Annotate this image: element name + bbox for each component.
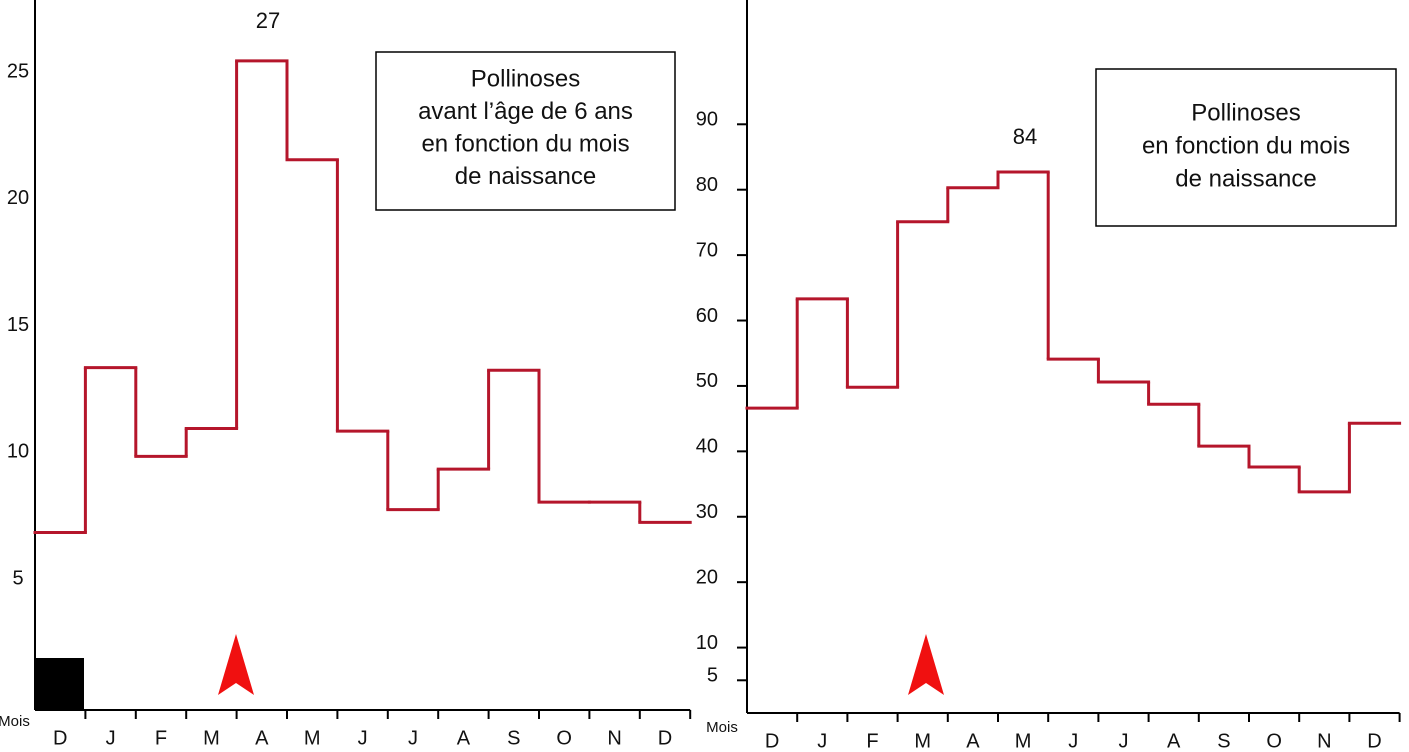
x-tick-label: O: [1266, 730, 1282, 752]
title-box: Pollinoses avant l’âge de 6 ans en fonctio…: [375, 51, 676, 211]
x-tick-label: S: [1217, 730, 1230, 752]
x-tick-label: M: [1015, 730, 1032, 752]
x-tick-label: M: [304, 727, 321, 749]
peak-annotation: 27: [256, 8, 280, 33]
x-tick-label: J: [408, 727, 418, 749]
y-tick-label: 25: [7, 60, 29, 82]
x-tick-label: D: [765, 730, 779, 752]
y-tick-label: 80: [696, 174, 718, 196]
title-line: de naissance: [1175, 165, 1316, 192]
y-tick-label: 20: [7, 187, 29, 209]
highlight-block: [35, 658, 84, 710]
x-tick-label: J: [358, 727, 368, 749]
y-tick-label: 90: [696, 109, 718, 131]
y-tick-label: 10: [7, 441, 29, 463]
x-tick-label: D: [658, 727, 672, 749]
peak-annotation: 84: [1013, 124, 1037, 149]
x-tick-label: S: [507, 727, 520, 749]
title-line: Pollinoses: [471, 65, 580, 92]
x-tick-label: J: [817, 730, 827, 752]
title-line: Pollinoses: [1191, 99, 1300, 126]
x-tick-label: J: [106, 727, 116, 749]
y-tick-label: 70: [696, 239, 718, 261]
x-tick-label: M: [203, 727, 220, 749]
x-tick-label: D: [53, 727, 67, 749]
x-tick-label: F: [155, 727, 167, 749]
arrow-marker: [908, 634, 944, 695]
x-tick-label: M: [914, 730, 931, 752]
y-tick-label: 20: [696, 566, 718, 588]
title-line: en fonction du mois: [1142, 132, 1350, 159]
title-line: en fonction du mois: [421, 130, 629, 157]
x-tick-label: F: [866, 730, 878, 752]
title-line: avant l’âge de 6 ans: [418, 98, 633, 125]
y-tick-label: 40: [696, 436, 718, 458]
x-axis-label: Mois: [0, 713, 30, 730]
title-line: de naissance: [455, 163, 596, 190]
x-tick-label: O: [556, 727, 572, 749]
y-tick-label: 5: [12, 567, 23, 589]
x-tick-label: N: [607, 727, 621, 749]
x-tick-label: A: [457, 727, 471, 749]
x-tick-label: N: [1317, 730, 1331, 752]
x-tick-label: A: [966, 730, 980, 752]
x-tick-label: J: [1068, 730, 1078, 752]
title-frame: [375, 51, 676, 211]
arrow-marker: [218, 634, 254, 695]
y-tick-label: 30: [696, 501, 718, 523]
title-box: Pollinoses en fonction du mois de naissanc…: [1095, 68, 1397, 227]
y-tick-label: 50: [696, 370, 718, 392]
x-tick-label: A: [255, 727, 269, 749]
y-tick-label: 10: [696, 632, 718, 654]
x-tick-label: J: [1119, 730, 1129, 752]
x-tick-label: D: [1367, 730, 1381, 752]
y-tick-label: 15: [7, 314, 29, 336]
x-tick-label: A: [1167, 730, 1181, 752]
x-axis-label: Mois: [706, 719, 738, 736]
y-tick-label: 60: [696, 305, 718, 327]
y-tick-label: 5: [707, 665, 718, 687]
title-frame: [1095, 68, 1397, 227]
